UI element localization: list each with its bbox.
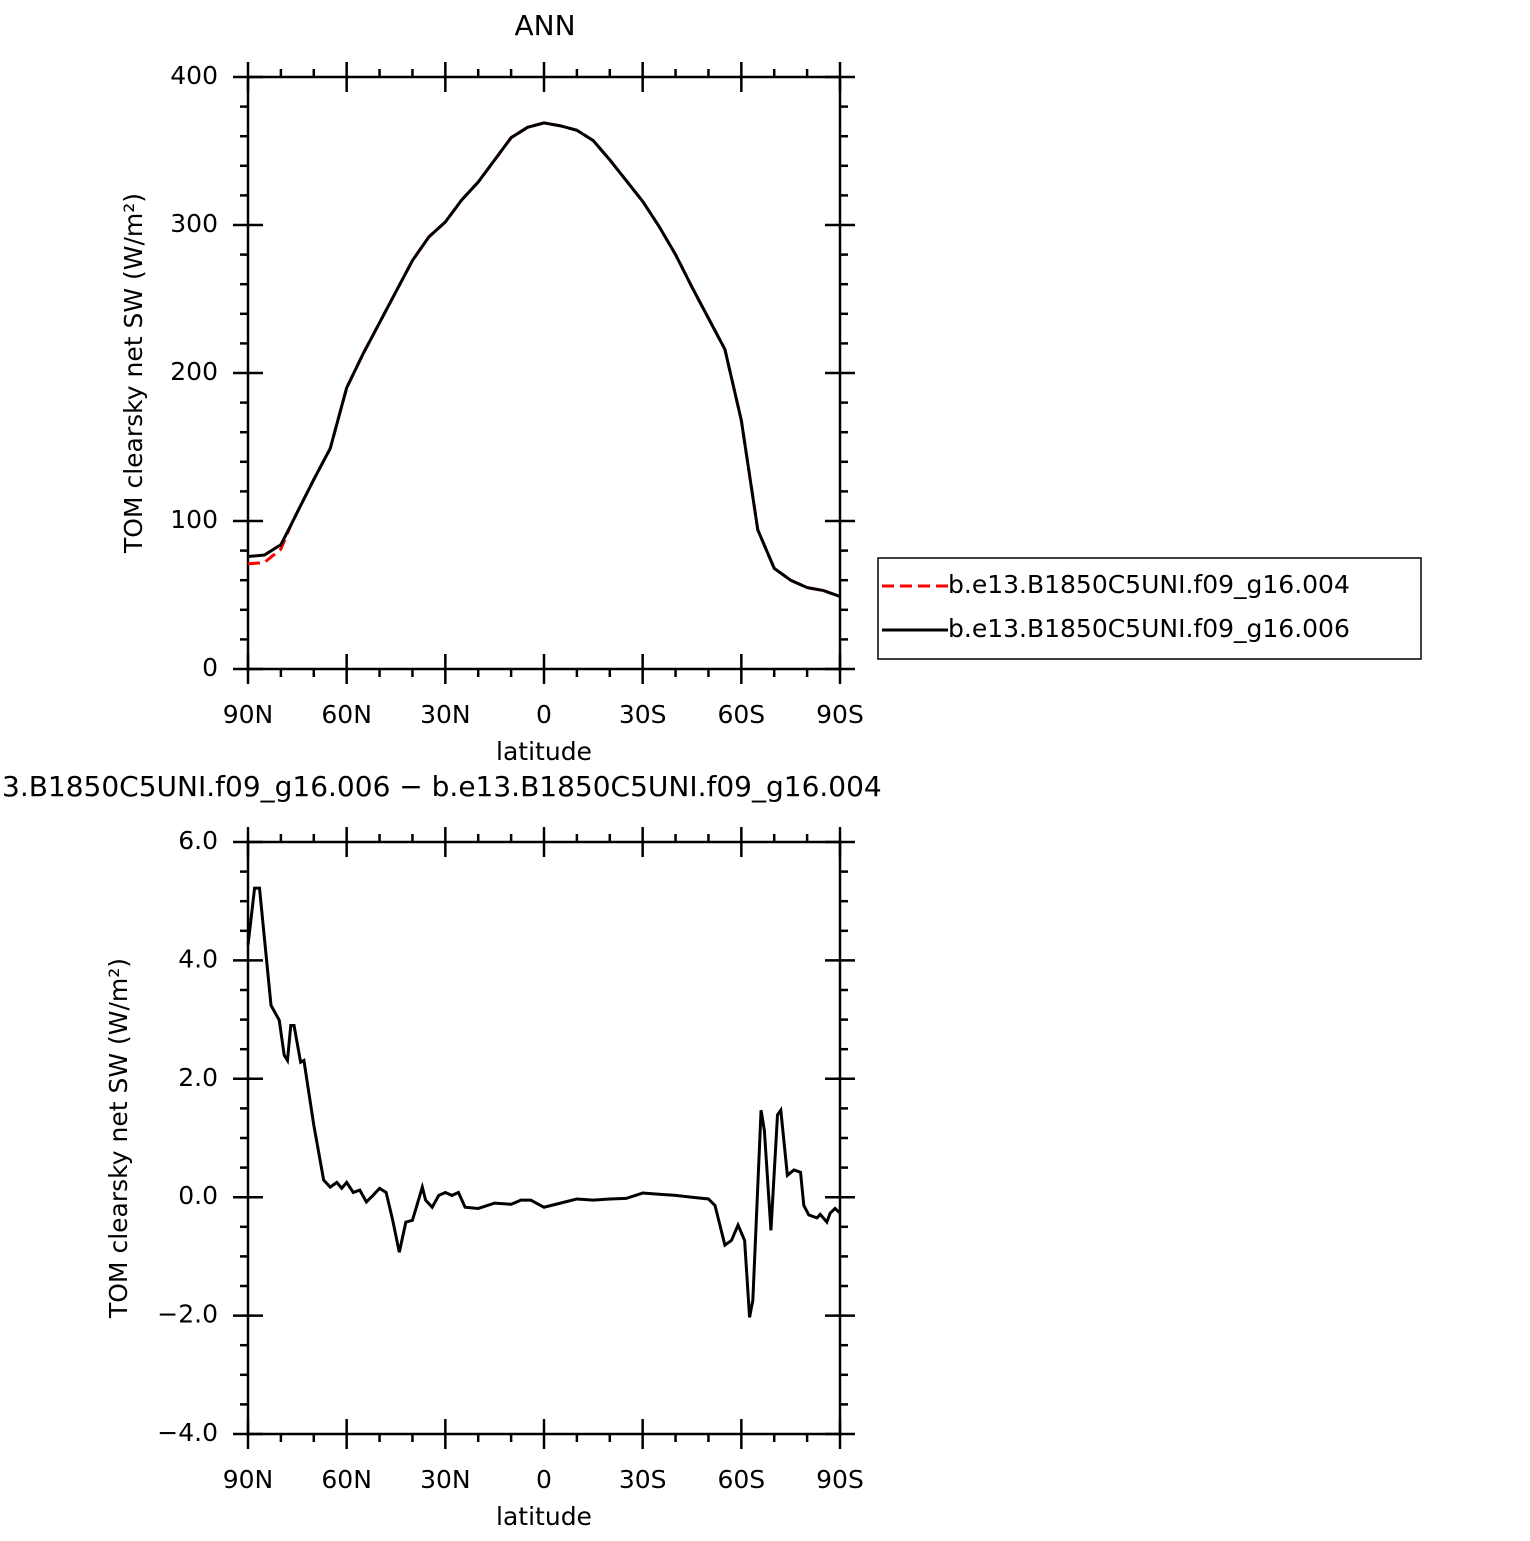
y-tick-label: −2.0	[157, 1300, 218, 1329]
y-tick-label: −4.0	[157, 1418, 218, 1447]
chart-title: 3.B1850C5UNI.f09_g16.006 − b.e13.B1850C5…	[2, 770, 882, 803]
plot-frame	[246, 75, 842, 671]
y-tick-label: 200	[170, 357, 218, 386]
legend-label: b.e13.B1850C5UNI.f09_g16.006	[948, 614, 1350, 643]
chart-title: ANN	[514, 9, 575, 42]
x-tick-label: 0	[536, 700, 552, 729]
x-tick-label: 60N	[321, 700, 372, 729]
x-tick-label: 30S	[619, 1465, 667, 1494]
x-tick-label: 90N	[223, 1465, 274, 1494]
x-tick-label: 90S	[816, 1465, 864, 1494]
x-tick-label: 90S	[816, 700, 864, 729]
x-axis-label: latitude	[496, 1502, 592, 1531]
y-tick-label: 2.0	[178, 1063, 218, 1092]
x-axis-label: latitude	[496, 737, 592, 766]
data-line	[246, 886, 842, 1318]
y-tick-label: 4.0	[178, 944, 218, 973]
data-line	[247, 121, 841, 598]
x-tick-label: 90N	[223, 700, 274, 729]
x-tick-label: 0	[536, 1465, 552, 1494]
data-line	[247, 121, 841, 598]
x-tick-label: 60S	[717, 1465, 765, 1494]
y-tick-label: 0	[202, 653, 218, 682]
y-tick-label: 0.0	[178, 1181, 218, 1210]
x-tick-label: 60S	[717, 700, 765, 729]
x-tick-label: 30N	[420, 1465, 471, 1494]
y-tick-label: 400	[170, 61, 218, 90]
x-tick-label: 60N	[321, 1465, 372, 1494]
legend-label: b.e13.B1850C5UNI.f09_g16.004	[948, 570, 1350, 599]
plot-frame	[246, 840, 842, 1436]
y-tick-label: 6.0	[178, 826, 218, 855]
y-axis-label: TOM clearsky net SW (W/m²)	[104, 958, 133, 1319]
y-tick-label: 100	[170, 505, 218, 534]
legend-box	[877, 557, 1422, 660]
x-tick-label: 30N	[420, 700, 471, 729]
y-tick-label: 300	[170, 209, 218, 238]
x-tick-label: 30S	[619, 700, 667, 729]
y-axis-label: TOM clearsky net SW (W/m²)	[119, 193, 148, 554]
